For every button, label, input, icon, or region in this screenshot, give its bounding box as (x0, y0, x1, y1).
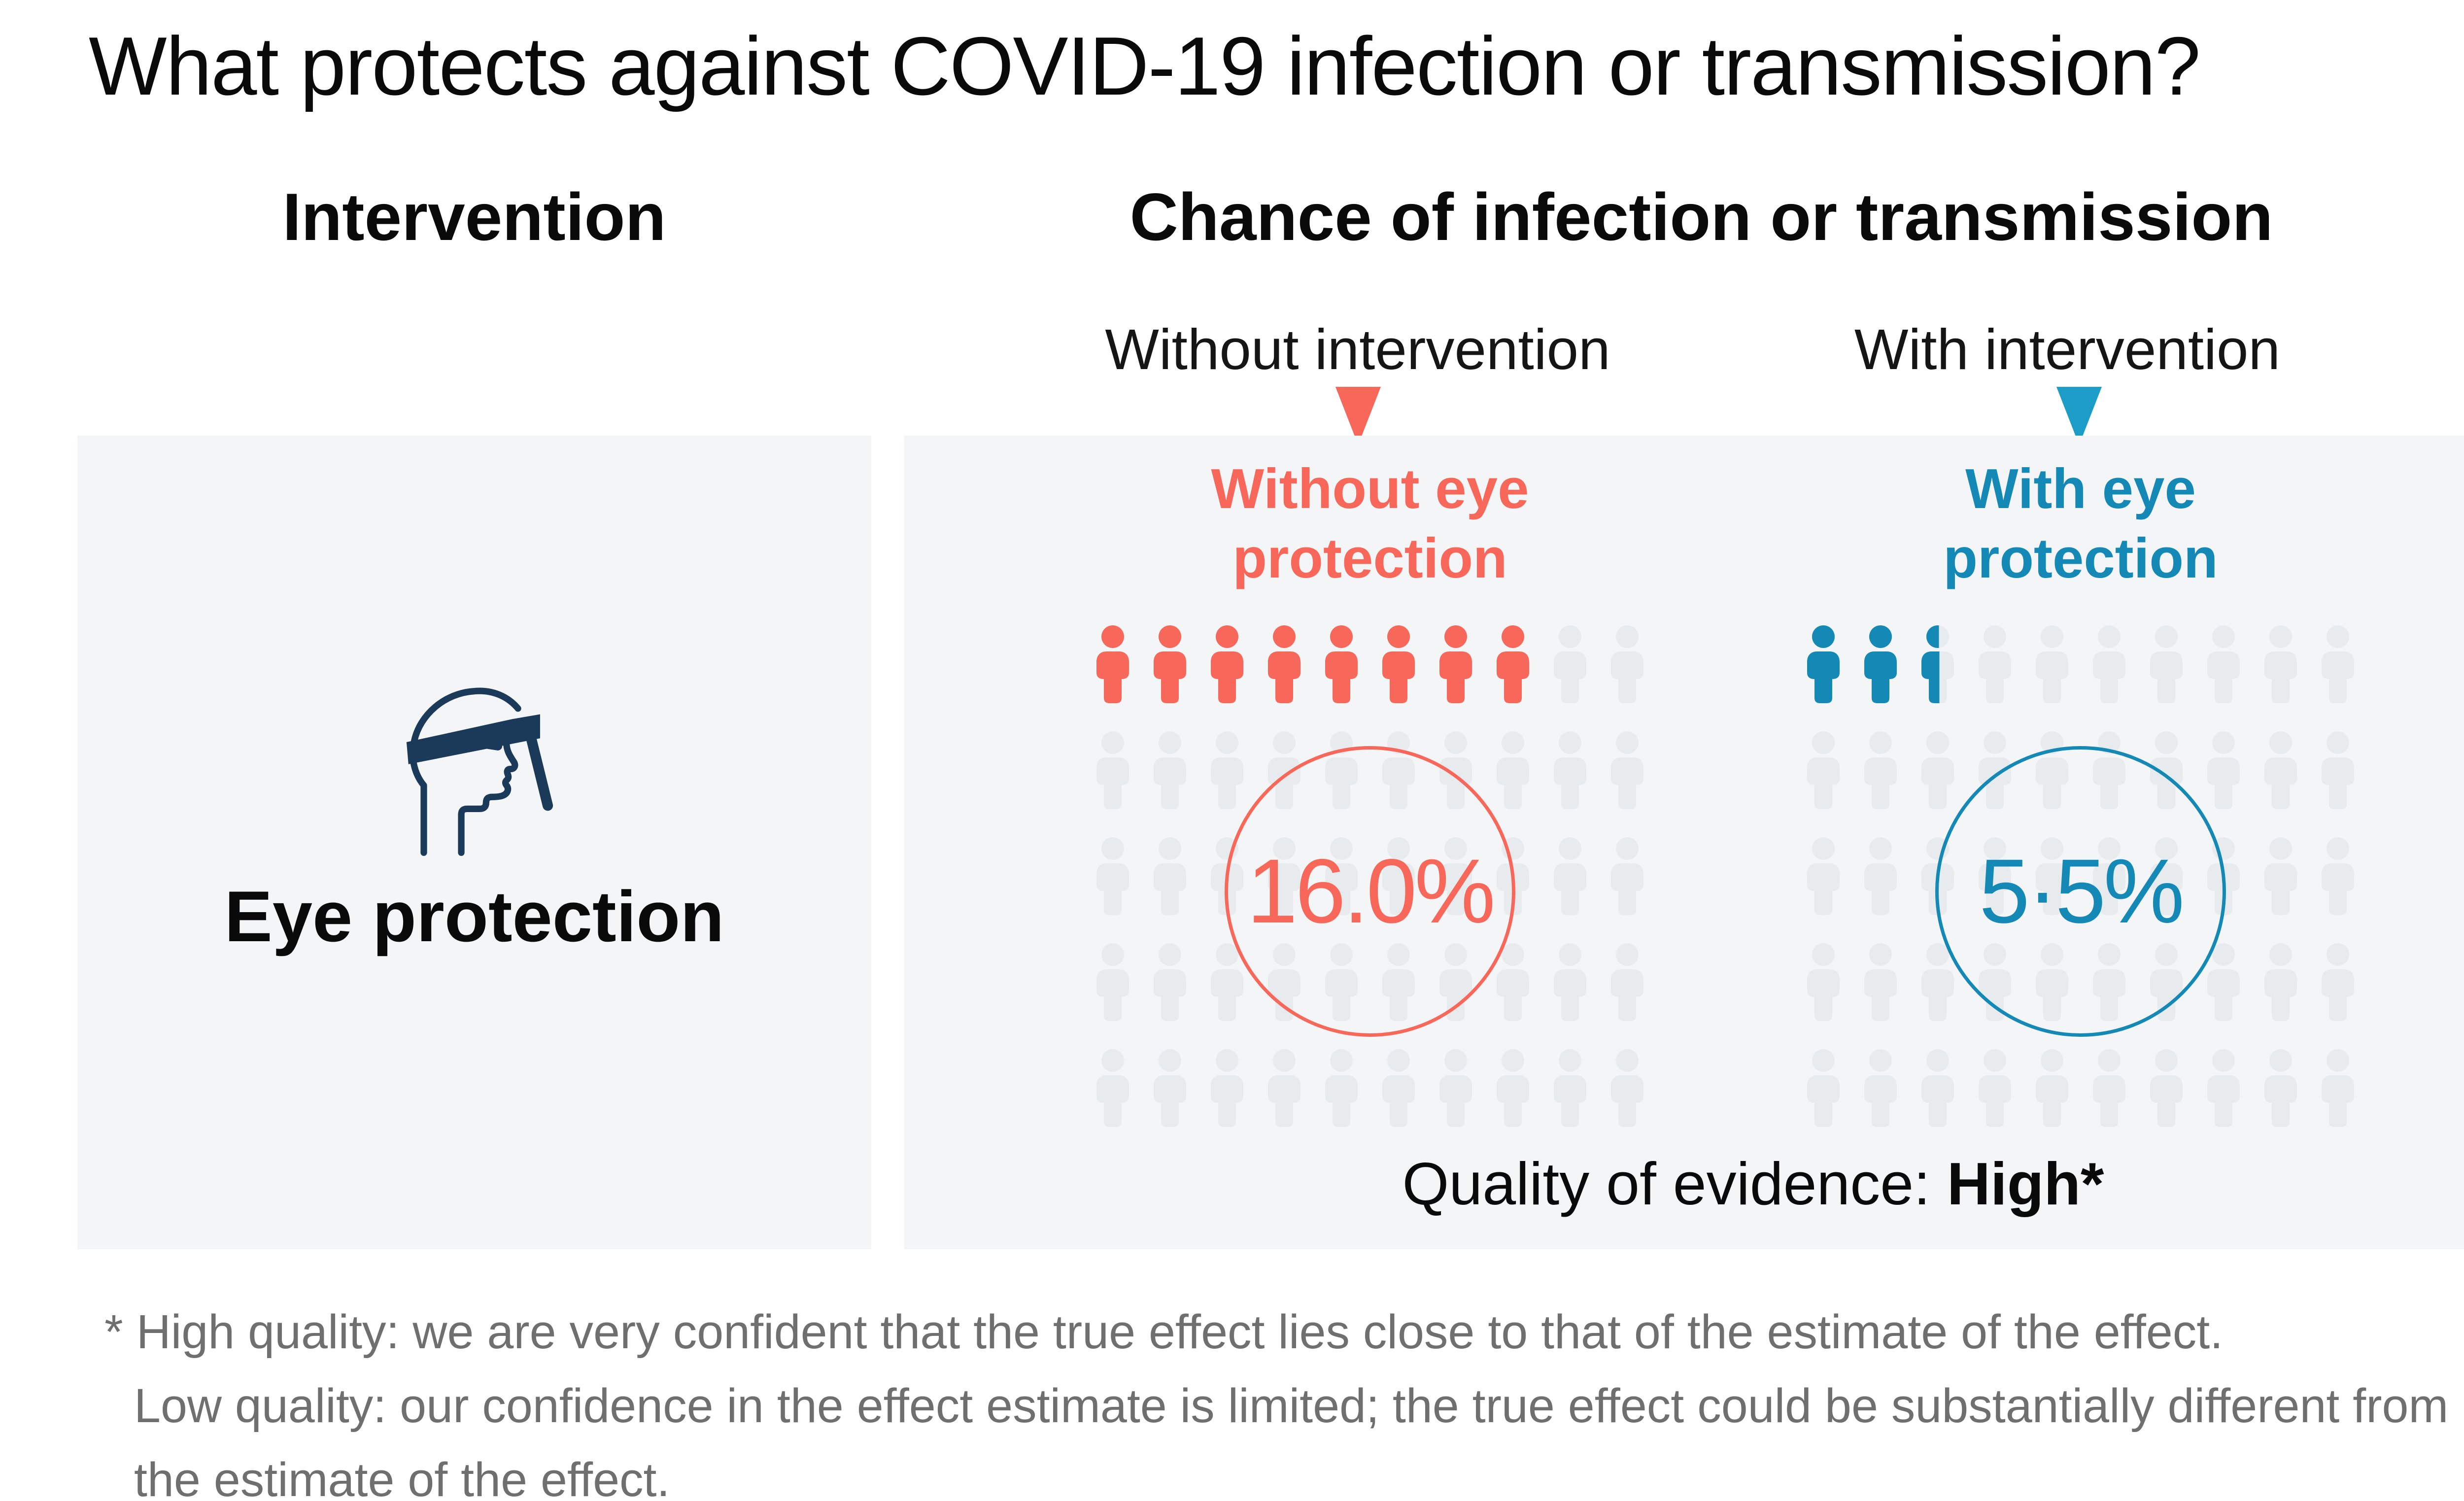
person-icon (1802, 730, 1845, 809)
person-icon (1802, 1048, 1845, 1127)
footnote: * High quality: we are very confident th… (104, 1295, 2450, 1501)
person-icon (2031, 624, 2073, 703)
person-icon (1263, 1048, 1305, 1127)
group-label-with-eye-protection: With eye protection (1785, 454, 2376, 593)
person-icon (1206, 1048, 1248, 1127)
group-label-without-eye-protection: Without eye protection (1074, 454, 1666, 593)
person-icon (1916, 1048, 1959, 1127)
outcome-header: Chance of infection or transmission (1129, 179, 2273, 254)
group-label-line: Without eye (1211, 458, 1529, 520)
person-icon (1606, 730, 1648, 809)
person-icon (1206, 730, 1248, 809)
person-icon (2259, 1048, 2302, 1127)
stat-value-with: 5·5% (1979, 841, 2185, 942)
intervention-header: Intervention (282, 179, 666, 254)
person-icon (1549, 836, 1591, 915)
intervention-panel: Eye protection (77, 436, 871, 1249)
page-title: What protects against COVID-19 infection… (89, 20, 2201, 112)
person-icon (1549, 730, 1591, 809)
person-icon (1149, 1048, 1191, 1127)
person-icon (2088, 1048, 2130, 1127)
person-icon (2317, 624, 2359, 703)
person-icon (2145, 624, 2188, 703)
person-icon (2202, 1048, 2245, 1127)
person-icon (1549, 942, 1591, 1021)
person-icon (1492, 1048, 1534, 1127)
person-icon (2259, 624, 2302, 703)
person-icon (1802, 836, 1845, 915)
person-icon (1092, 1048, 1134, 1127)
face-shield-icon (406, 687, 553, 856)
stat-value-without: 16.0% (1247, 841, 1496, 942)
stat-circle-with: 5·5% (1935, 746, 2226, 1037)
subheader-without-intervention: Without intervention (1105, 317, 1610, 381)
person-icon (2317, 1048, 2359, 1127)
person-icon (1802, 624, 1845, 703)
person-icon (1320, 624, 1363, 703)
person-icon (2259, 836, 2302, 915)
person-icon (2088, 624, 2130, 703)
person-icon (1549, 1048, 1591, 1127)
person-icon (1802, 942, 1845, 1021)
person-icon (1206, 624, 1248, 703)
footnote-line: Low quality: our confidence in the effec… (134, 1379, 2449, 1433)
outcome-panel: Without eye protection With eye protecti… (904, 436, 2464, 1249)
subheader-with-intervention: With intervention (1854, 317, 2280, 381)
person-icon (1859, 730, 1902, 809)
person-icon (1320, 1048, 1363, 1127)
person-icon (2317, 730, 2359, 809)
person-icon (1859, 624, 1902, 703)
person-icon (1435, 624, 1477, 703)
group-label-line: protection (1232, 527, 1507, 590)
person-icon (1859, 942, 1902, 1021)
person-icon (1149, 624, 1191, 703)
person-icon (1606, 836, 1648, 915)
person-icon (1092, 624, 1134, 703)
person-icon (2202, 730, 2245, 809)
person-icon (1149, 836, 1191, 915)
person-icon (2259, 730, 2302, 809)
person-icon (2145, 1048, 2188, 1127)
footnote-line: * High quality: we are very confident th… (104, 1305, 2224, 1359)
person-icon (1974, 624, 2016, 703)
person-icon (1492, 624, 1534, 703)
person-icon (1435, 1048, 1477, 1127)
person-icon (1916, 730, 1959, 809)
person-icon (1149, 730, 1191, 809)
person-icon (2259, 942, 2302, 1021)
person-icon (1092, 836, 1134, 915)
person-icon (1092, 730, 1134, 809)
person-icon (2031, 1048, 2073, 1127)
person-icon (1606, 624, 1648, 703)
person-icon (2317, 942, 2359, 1021)
intervention-name: Eye protection (224, 876, 724, 956)
group-label-line: protection (1943, 527, 2218, 590)
person-icon (1606, 1048, 1648, 1127)
person-icon (1859, 1048, 1902, 1127)
person-icon (1263, 624, 1305, 703)
person-icon (1974, 1048, 2016, 1127)
person-icon (1916, 624, 1959, 703)
triangle-down-blue-icon (2056, 387, 2102, 445)
group-label-line: With eye (1965, 458, 2196, 520)
person-icon (1377, 1048, 1420, 1127)
stat-circle-without: 16.0% (1225, 746, 1515, 1037)
person-icon (1606, 942, 1648, 1021)
person-icon (1149, 942, 1191, 1021)
person-icon (2317, 836, 2359, 915)
person-icon (1492, 730, 1534, 809)
person-icon (2202, 624, 2245, 703)
person-icon (1859, 836, 1902, 915)
person-icon (1549, 624, 1591, 703)
quality-value: High* (1947, 1150, 2104, 1217)
person-icon (1092, 942, 1134, 1021)
footnote-line: the estimate of the effect. (134, 1453, 670, 1501)
quality-prefix: Quality of evidence: (1402, 1150, 1947, 1217)
person-icon (1377, 624, 1420, 703)
triangle-down-red-icon (1335, 387, 1381, 445)
quality-of-evidence-line: Quality of evidence: High* (956, 1149, 2464, 1218)
